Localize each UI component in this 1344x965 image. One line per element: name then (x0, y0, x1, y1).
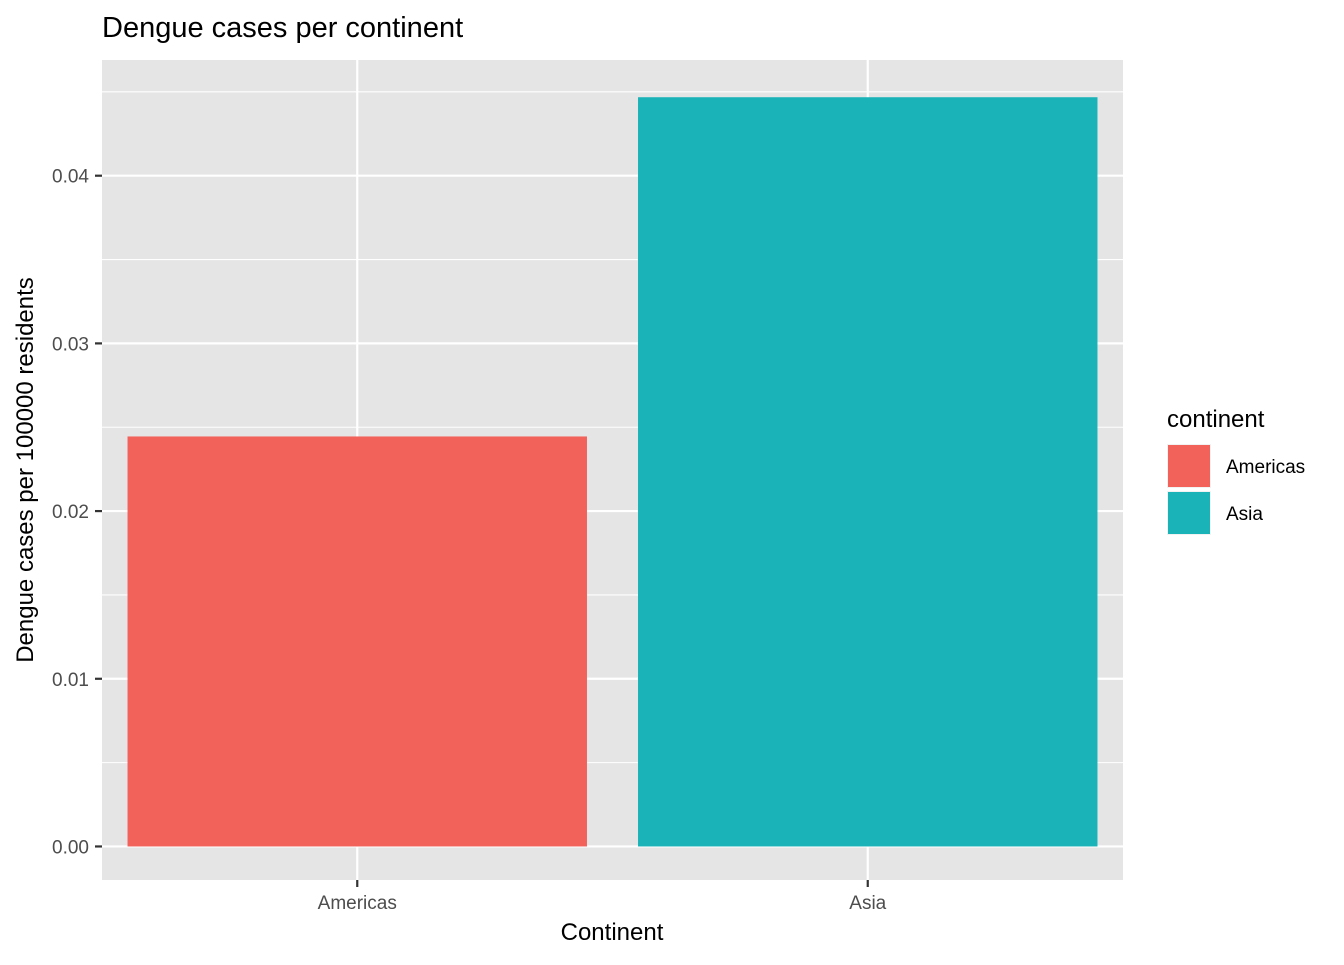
y-tick-label: 0.00 (52, 837, 89, 858)
y-axis-title: Dengue cases per 100000 residents (12, 277, 39, 663)
y-axis: 0.00 0.01 0.02 0.03 0.04 (52, 167, 102, 858)
x-tick-label: Asia (849, 893, 886, 914)
legend-title: continent (1167, 406, 1265, 433)
bar-americas (127, 436, 587, 847)
y-tick-label: 0.01 (52, 670, 89, 691)
legend-label: Americas (1226, 457, 1305, 478)
y-tick-label: 0.03 (52, 334, 89, 355)
legend: continent Americas Asia (1167, 406, 1305, 535)
legend-swatch-americas (1168, 445, 1210, 487)
chart-title: Dengue cases per continent (102, 12, 463, 44)
y-tick-label: 0.04 (52, 167, 89, 188)
legend-swatch-asia (1168, 492, 1210, 534)
legend-label: Asia (1226, 504, 1263, 525)
x-tick-label: Americas (318, 893, 397, 914)
x-axis-title: Continent (561, 919, 664, 946)
y-tick-label: 0.02 (52, 502, 89, 523)
bars (127, 97, 1098, 847)
x-axis: Americas Asia (318, 880, 887, 914)
legend-items: Americas Asia (1167, 444, 1305, 535)
bar-asia (638, 97, 1098, 847)
